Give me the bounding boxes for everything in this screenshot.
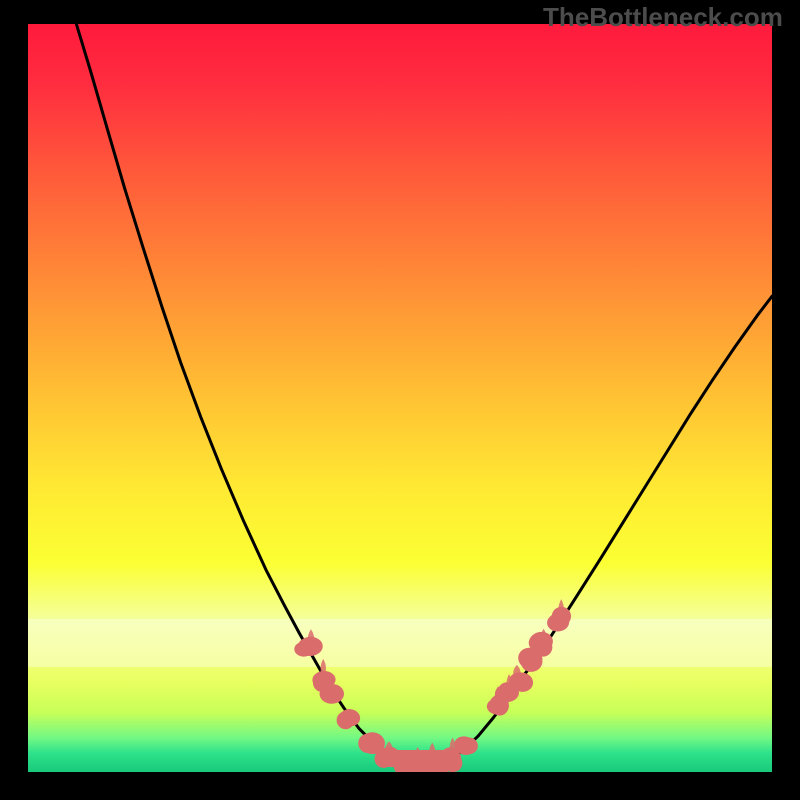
chart-overlay <box>28 24 772 772</box>
chart-root: TheBottleneck.com <box>0 0 800 800</box>
curve-markers <box>294 599 574 772</box>
watermark-text: TheBottleneck.com <box>543 2 783 33</box>
plot-area <box>28 24 772 772</box>
bottleneck-curve <box>76 24 772 767</box>
